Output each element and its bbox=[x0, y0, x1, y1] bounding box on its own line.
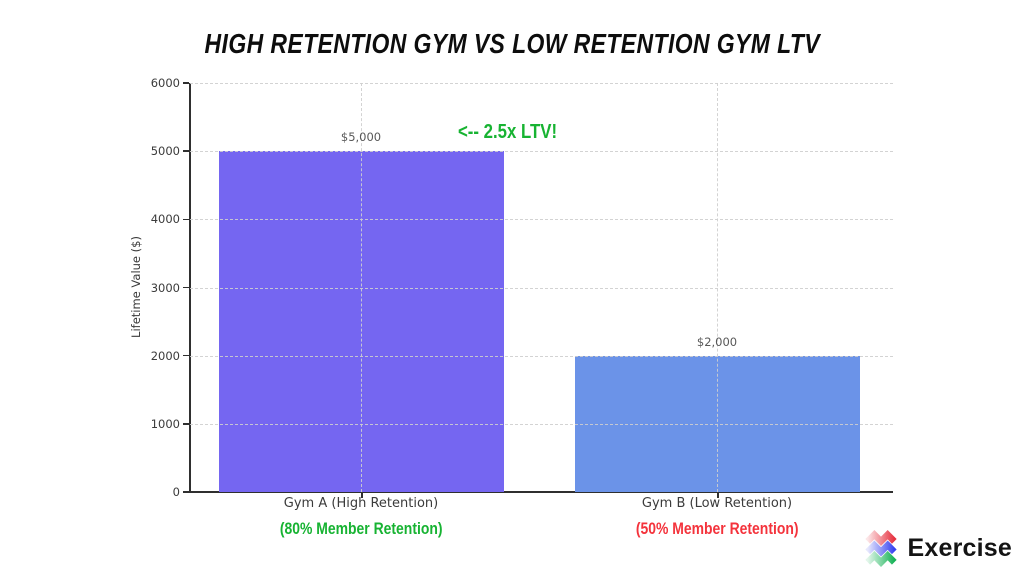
y-tick-label: 5000 bbox=[150, 144, 180, 159]
gridline-h bbox=[190, 83, 893, 84]
gridline-h bbox=[190, 355, 893, 357]
chart-title-text: HIGH RETENTION GYM VS LOW RETENTION GYM … bbox=[204, 28, 820, 59]
gridline-h bbox=[190, 151, 893, 153]
category-sublabel-text: (80% Member Retention) bbox=[279, 519, 443, 538]
y-tick bbox=[183, 82, 189, 84]
y-tick bbox=[183, 286, 189, 289]
ltv-annotation-text: <-- 2.5x LTV! bbox=[458, 121, 558, 143]
x-tick bbox=[717, 493, 719, 498]
gridline-h bbox=[190, 287, 893, 289]
category-sublabel: (50% Member Retention) bbox=[567, 519, 867, 539]
y-axis-label: Lifetime Value ($) bbox=[129, 236, 143, 338]
gridline-v bbox=[361, 83, 362, 492]
y-tick-label: 3000 bbox=[150, 280, 180, 295]
x-category-label: Gym A (High Retention) bbox=[283, 496, 439, 511]
category-sublabel: (80% Member Retention) bbox=[211, 519, 511, 539]
zigzag-chevrons-icon bbox=[864, 529, 897, 567]
plot-area: 0 1000 2000 3000 4000 5000 6000 $5,000 Gym A (Hi… bbox=[151, 76, 893, 538]
x-category-label: Gym B (Low Retention) bbox=[641, 496, 793, 511]
category-sublabel-text: (50% Member Retention) bbox=[635, 519, 799, 538]
gridline-v bbox=[717, 83, 718, 492]
bar-value-label: $2,000 bbox=[696, 334, 738, 349]
y-tick-label: 0 bbox=[172, 485, 180, 499]
y-tick-label: 6000 bbox=[150, 76, 180, 90]
y-tick bbox=[183, 491, 189, 493]
y-tick bbox=[183, 218, 189, 221]
brand-logo: Exercise bbox=[862, 528, 1012, 568]
y-tick-label: 1000 bbox=[150, 416, 180, 431]
y-tick-label: 4000 bbox=[150, 212, 180, 227]
ltv-annotation: <-- 2.5x LTV! bbox=[458, 121, 576, 144]
gridline-h bbox=[190, 219, 893, 221]
x-axis-spine bbox=[189, 491, 893, 493]
y-tick-label: 2000 bbox=[150, 348, 180, 363]
y-tick bbox=[183, 354, 189, 357]
bar-value-label: $5,000 bbox=[340, 130, 382, 145]
chart-title: HIGH RETENTION GYM VS LOW RETENTION GYM … bbox=[0, 28, 1024, 60]
gridline-h bbox=[190, 423, 893, 425]
y-tick bbox=[183, 423, 189, 425]
brand-name: Exercise bbox=[907, 533, 1012, 562]
x-tick bbox=[361, 493, 363, 498]
y-tick bbox=[183, 150, 189, 152]
